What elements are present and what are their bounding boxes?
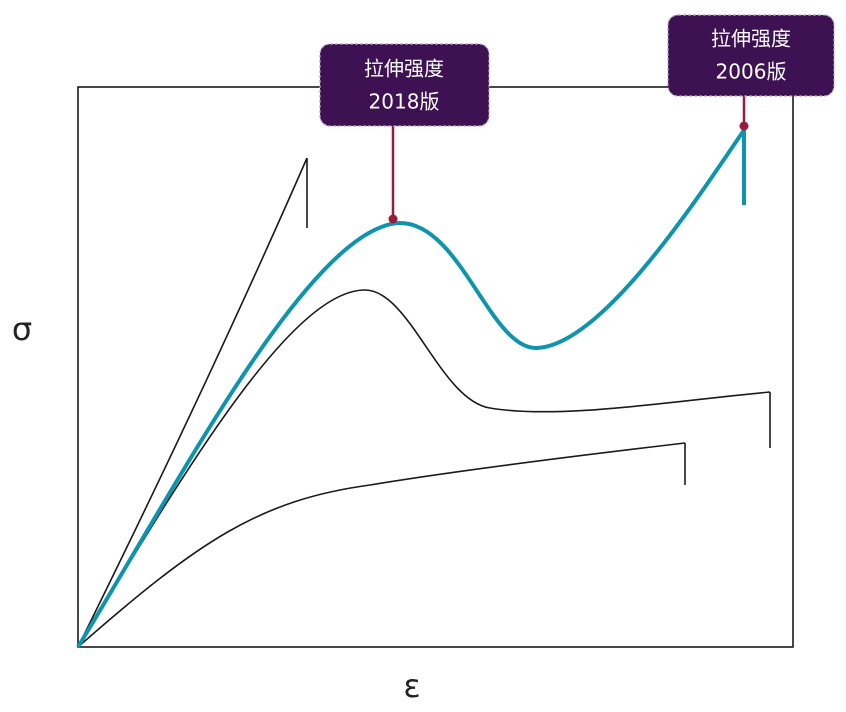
callout-subtitle: 2006版 [716,60,787,84]
callout-dot [739,121,749,131]
callout-box [319,43,490,127]
soft-curve [77,442,686,648]
callout-title: 拉伸强度 [711,27,791,51]
highlight-curve [76,128,746,649]
ductile-curve [77,289,771,648]
brittle-curve [77,157,308,648]
callout-subtitle: 2018版 [369,90,440,114]
y-axis-label: σ [12,310,32,348]
callout-box [667,14,835,97]
callout-dot [388,214,398,224]
x-axis-label: ε [403,667,420,705]
plot-frame [77,86,794,648]
callout-title: 拉伸强度 [364,57,444,81]
